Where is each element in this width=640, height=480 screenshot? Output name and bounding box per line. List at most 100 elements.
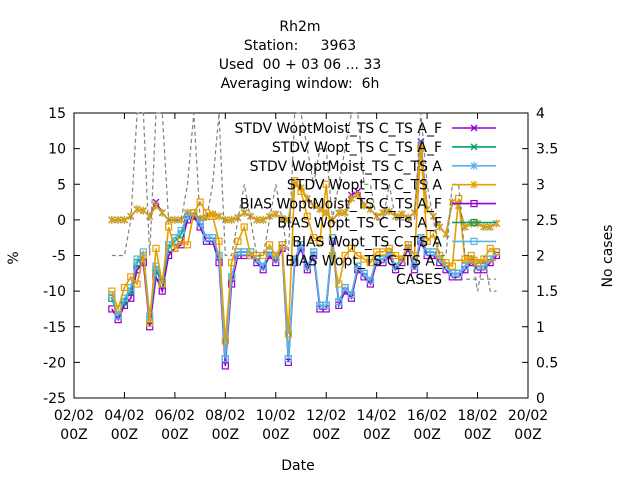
title-line: Averaging window: 6h — [221, 76, 380, 92]
data-point — [391, 262, 400, 270]
legend-marker — [470, 218, 478, 227]
series — [111, 112, 497, 292]
data-point — [265, 241, 274, 249]
data-point — [354, 190, 362, 199]
data-point — [215, 237, 223, 245]
legend-label: STDV Wopt_TS C_TS A — [287, 178, 443, 194]
data-point — [196, 219, 204, 228]
legend-label: STDV Wopt_TS C_TS A_F — [272, 140, 442, 156]
legend-label: BIAS WoptMoist_TS C_TS A_F — [240, 197, 442, 213]
y-tick-label: -20 — [43, 355, 66, 371]
y-tick-label: 15 — [48, 106, 66, 122]
y2-tick-label: 0 — [536, 391, 545, 407]
legend-label: BIAS Wopt_TS C_TS A — [292, 234, 442, 250]
data-point — [310, 201, 318, 210]
data-point — [240, 223, 248, 231]
data-point — [183, 241, 192, 249]
legend-label: STDV WoptMoist_TS C_TS A — [250, 159, 443, 175]
y2-tick-label: 1.5 — [536, 284, 558, 300]
data-point — [146, 319, 154, 327]
chart-title: Rh2m Station: 3963 Used 00 + 03 06 ... 33 A… — [219, 19, 382, 92]
data-point — [228, 259, 236, 267]
title-line: Station: 3963 — [244, 38, 356, 54]
data-point — [297, 241, 305, 249]
data-point — [158, 280, 166, 288]
data-point — [228, 273, 236, 281]
data-point — [316, 237, 324, 245]
data-point — [328, 234, 337, 242]
x-tick-label: 14/02 00Z — [356, 408, 396, 443]
data-point — [348, 194, 355, 203]
y2-tick-label: 3.5 — [536, 142, 558, 158]
data-point — [335, 280, 343, 288]
data-point — [493, 219, 500, 228]
data-point — [177, 226, 185, 235]
y-axis-label: % — [6, 251, 22, 264]
data-point — [121, 215, 128, 224]
data-point — [171, 244, 179, 252]
data-point — [158, 208, 166, 217]
data-point — [480, 223, 488, 231]
data-point — [133, 280, 141, 288]
legend-marker — [470, 256, 478, 264]
legend-marker — [470, 180, 478, 189]
y-tick-label: 5 — [57, 177, 66, 193]
data-point — [228, 215, 236, 224]
data-point — [347, 244, 356, 252]
data-point — [360, 201, 368, 210]
x-tick-label: 16/02 00Z — [407, 408, 447, 443]
data-point — [272, 251, 280, 260]
data-point — [114, 305, 122, 313]
y2-axis-label: No cases — [600, 225, 616, 288]
data-point — [335, 208, 343, 217]
y2-axis-ticks: 0 0.5 1 1.5 2 2.5 3 3.5 4 — [522, 106, 558, 407]
data-point — [139, 206, 147, 215]
data-point — [139, 251, 147, 260]
title-line: Used 00 + 03 06 ... 33 — [219, 57, 382, 73]
series-line — [111, 211, 498, 359]
data-point — [196, 198, 204, 206]
y2-tick-label: 1 — [536, 320, 545, 336]
data-point — [429, 230, 438, 238]
x-tick-label: 12/02 00Z — [306, 408, 346, 443]
data-point — [209, 212, 217, 220]
data-point — [347, 291, 356, 299]
y-tick-label: -5 — [52, 249, 66, 265]
data-point — [284, 330, 292, 338]
legend-marker — [470, 143, 478, 151]
data-point — [360, 269, 368, 277]
series-line — [111, 112, 497, 292]
data-point — [310, 248, 318, 256]
y-tick-label: -10 — [43, 284, 66, 300]
data-point — [272, 210, 280, 219]
data-point — [215, 212, 223, 221]
data-point — [114, 215, 122, 224]
legend-marker — [470, 124, 478, 132]
data-point — [404, 241, 412, 249]
data-point — [120, 283, 129, 292]
data-point — [108, 215, 116, 224]
data-point — [398, 210, 406, 219]
y-axis-ticks: -25 -20 -15 -10 -5 0 5 10 15 — [43, 106, 80, 407]
data-point — [278, 241, 286, 249]
data-point — [152, 201, 160, 210]
x-tick-label: 04/02 00Z — [104, 408, 144, 443]
data-point — [284, 355, 292, 363]
legend-marker — [470, 161, 478, 170]
data-point — [190, 209, 198, 217]
x-tick-label: 18/02 00Z — [457, 408, 497, 443]
data-point — [366, 276, 374, 285]
y2-tick-label: 2.5 — [536, 213, 558, 229]
series-line — [111, 148, 497, 342]
y2-tick-label: 3 — [536, 177, 545, 193]
data-point — [221, 355, 229, 363]
x-tick-label: 08/02 00Z — [205, 408, 245, 443]
legend: STDV WoptMoist_TS C_TS A_F STDV Wopt_TS C… — [235, 121, 496, 288]
data-point — [303, 262, 311, 270]
legend-marker — [470, 237, 478, 245]
data-point — [354, 262, 362, 270]
x-tick-label: 06/02 00Z — [155, 408, 195, 443]
data-point — [221, 337, 229, 345]
data-point — [410, 262, 419, 270]
